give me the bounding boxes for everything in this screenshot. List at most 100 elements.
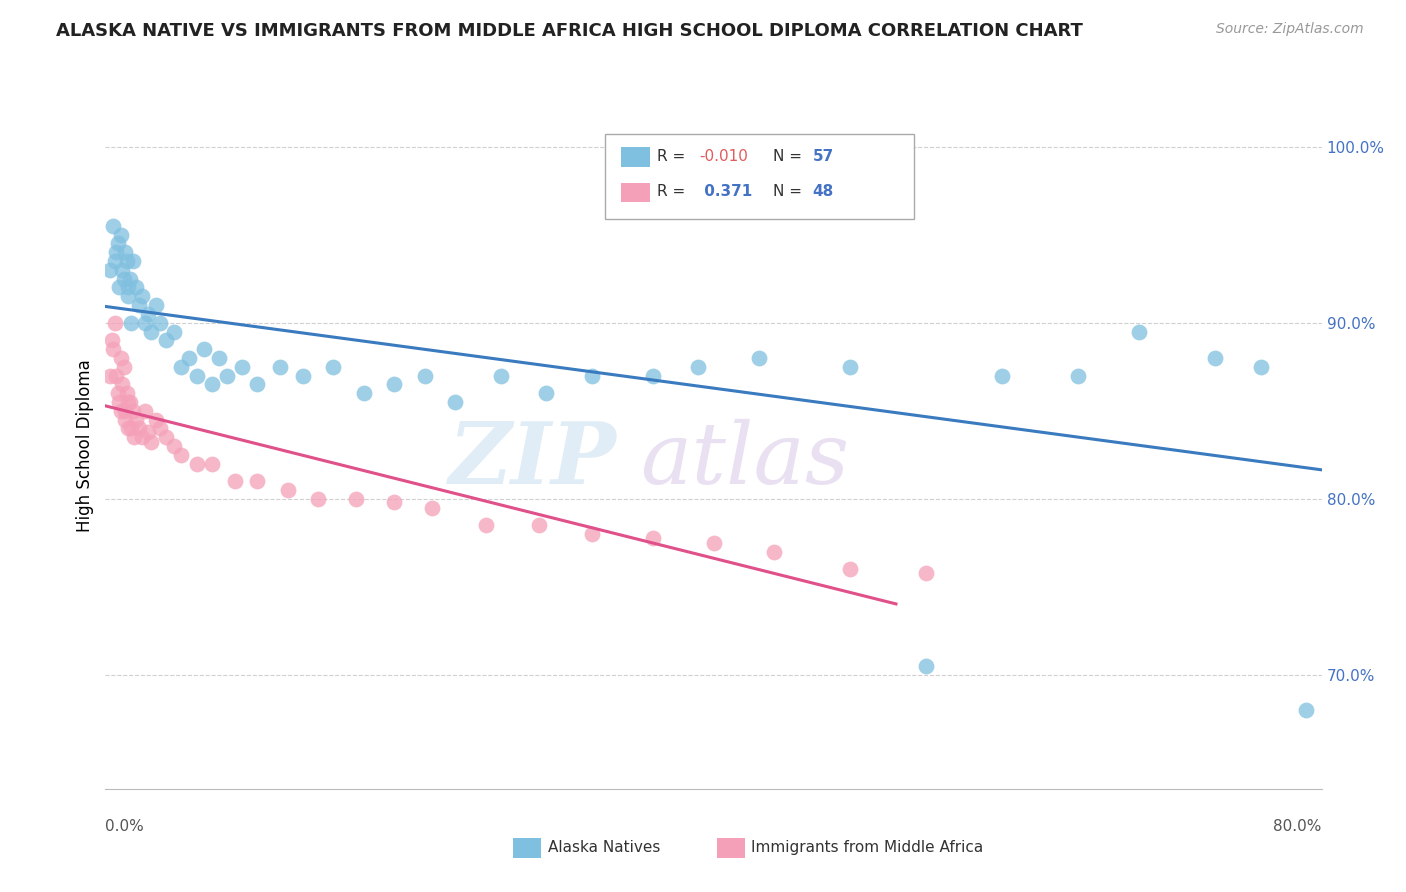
Point [128,298,150,312]
Point [139,435,162,450]
Text: R =: R = [657,185,690,199]
Point [155,430,177,444]
Point [110,404,132,418]
Point [98,368,121,383]
Point [1295,703,1317,717]
Point [246,377,269,392]
Point [581,368,603,383]
Point [110,227,132,242]
Point [915,566,938,580]
Text: N =: N = [773,185,807,199]
Point [103,254,125,268]
Point [101,342,124,356]
Point [120,316,142,330]
Point [136,425,159,439]
Point [201,457,224,471]
Point [107,236,129,251]
Point [322,359,344,374]
Point [536,386,558,401]
Point [118,395,141,409]
Point [915,659,938,673]
Point [444,395,467,409]
Point [110,351,132,365]
Point [748,351,770,365]
Point [581,527,603,541]
Point [193,342,215,356]
Text: 57: 57 [813,149,834,163]
Point [131,289,153,303]
Point [139,325,162,339]
Point [163,439,186,453]
Point [641,368,664,383]
Point [839,562,862,576]
Point [117,289,139,303]
Point [1128,325,1150,339]
Point [702,536,725,550]
Point [115,254,138,268]
Point [120,421,142,435]
Point [114,412,136,426]
Point [125,412,148,426]
Point [163,325,186,339]
Point [111,377,134,392]
Point [231,359,253,374]
Point [103,316,125,330]
Point [134,316,156,330]
Text: N =: N = [773,149,807,163]
Point [420,500,443,515]
Point [155,334,177,348]
Point [131,430,153,444]
Point [108,395,131,409]
Text: R =: R = [657,149,690,163]
Point [413,368,436,383]
Point [839,359,862,374]
Point [117,421,139,435]
Text: Source: ZipAtlas.com: Source: ZipAtlas.com [1216,22,1364,37]
Point [269,359,291,374]
Point [118,271,141,285]
Point [124,430,146,444]
Text: -0.010: -0.010 [699,149,748,163]
Point [112,271,135,285]
Point [489,368,512,383]
Point [201,377,224,392]
Point [208,351,231,365]
Point [108,280,131,294]
Point [121,254,143,268]
Point [224,474,246,488]
Text: 0.0%: 0.0% [105,820,145,834]
Y-axis label: High School Diploma: High School Diploma [76,359,94,533]
Point [100,334,122,348]
Text: 48: 48 [813,185,834,199]
Point [1326,368,1348,383]
Point [125,280,148,294]
Point [170,359,193,374]
Point [101,219,124,233]
Point [149,421,172,435]
Point [307,491,329,506]
Point [112,359,135,374]
Point [115,386,138,401]
Point [170,448,193,462]
Point [121,404,143,418]
Point [136,307,159,321]
Text: 80.0%: 80.0% [1274,820,1322,834]
Point [382,495,405,509]
Point [145,298,167,312]
Text: Alaska Natives: Alaska Natives [548,840,661,855]
Point [145,412,167,426]
Point [128,421,150,435]
Point [186,368,208,383]
Point [177,351,200,365]
Point [1067,368,1090,383]
Point [474,518,496,533]
Point [117,395,139,409]
Point [105,368,128,383]
Point [1250,359,1272,374]
Point [277,483,299,497]
Point [117,280,139,294]
Point [134,404,156,418]
Point [292,368,315,383]
Point [111,263,134,277]
Point [186,457,208,471]
